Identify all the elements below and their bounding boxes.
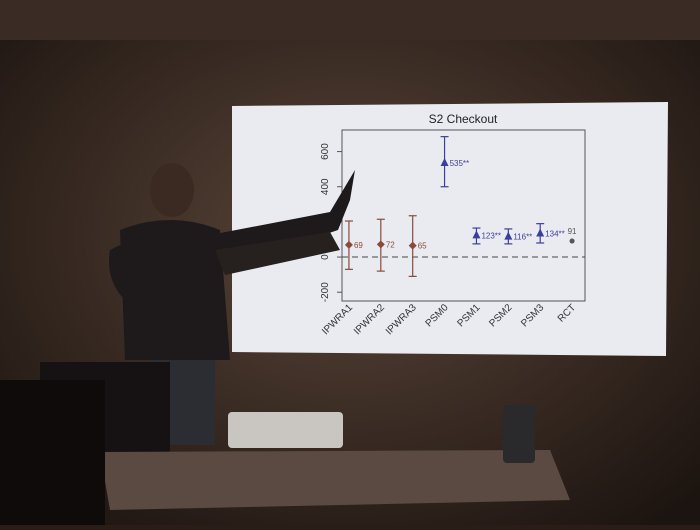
y-tick-label: 600 bbox=[320, 143, 331, 160]
y-tick-label: -200 bbox=[320, 282, 331, 302]
pointing-arm bbox=[215, 232, 340, 275]
point bbox=[440, 158, 449, 167]
torso bbox=[120, 220, 230, 360]
value-label: 72 bbox=[386, 240, 395, 249]
chart-title: S2 Checkout bbox=[429, 112, 498, 126]
point bbox=[536, 228, 545, 237]
value-label: 123** bbox=[481, 231, 501, 240]
point bbox=[376, 240, 385, 249]
y-tick-label: 0 bbox=[320, 254, 331, 260]
value-label: 69 bbox=[354, 241, 363, 250]
head bbox=[150, 163, 194, 217]
point bbox=[408, 241, 417, 250]
point bbox=[344, 240, 353, 249]
raised-arm bbox=[210, 170, 355, 270]
point bbox=[504, 231, 513, 240]
value-label: 116** bbox=[513, 233, 532, 242]
left-arm bbox=[109, 240, 195, 320]
projector bbox=[228, 412, 343, 448]
point bbox=[569, 238, 575, 244]
value-label: 535** bbox=[450, 159, 470, 168]
ceiling bbox=[0, 0, 700, 40]
value-label: 134** bbox=[545, 229, 565, 238]
table bbox=[100, 450, 570, 510]
point bbox=[472, 230, 481, 239]
cup bbox=[503, 405, 535, 463]
foreground-seat bbox=[0, 380, 105, 525]
value-label: 91 bbox=[568, 227, 577, 236]
value-label: 65 bbox=[418, 242, 427, 251]
y-tick-label: 400 bbox=[320, 178, 331, 195]
